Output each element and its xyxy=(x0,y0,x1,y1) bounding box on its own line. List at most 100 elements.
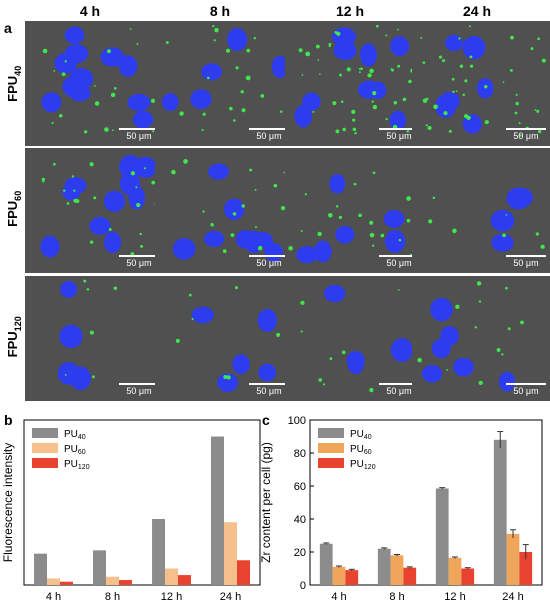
nucleus xyxy=(329,173,346,194)
fluorescent-spot xyxy=(89,240,94,244)
fluorescent-spot xyxy=(455,304,460,309)
fluorescent-spot xyxy=(165,41,169,44)
fluorescent-spot xyxy=(241,204,245,208)
fluorescent-spot xyxy=(427,125,432,130)
nucleus xyxy=(119,154,142,179)
micrograph-tile: 50 μm xyxy=(285,21,425,146)
scale-bar: 50 μm xyxy=(119,255,159,268)
fluorescent-spot xyxy=(51,121,54,125)
fluorescent-spot xyxy=(515,93,518,96)
fluorescent-spot xyxy=(397,64,401,68)
fluorescent-spot xyxy=(94,101,100,106)
fluorescent-spot xyxy=(222,249,227,254)
nucleus xyxy=(491,233,514,252)
scale-bar-label: 50 μm xyxy=(513,131,539,141)
bar xyxy=(177,575,191,585)
fluorescent-spot xyxy=(358,68,361,70)
fluorescent-spot xyxy=(59,114,63,118)
fluorescent-spot xyxy=(206,76,210,80)
y-tick-label: 100 xyxy=(288,415,306,427)
x-tick-label: 24 h xyxy=(220,591,241,603)
x-tick-label: 4 h xyxy=(46,591,61,603)
legend-swatch xyxy=(32,443,58,453)
fluorescent-spot xyxy=(246,48,251,53)
fluorescent-spot xyxy=(448,129,452,133)
fluorescent-spot xyxy=(300,230,303,232)
fluorescent-spot xyxy=(519,134,522,137)
fluorescent-spot xyxy=(230,233,235,238)
column-header-4h: 4 h xyxy=(79,3,101,19)
fluorescent-spot xyxy=(484,85,488,89)
fluorescent-spot xyxy=(179,111,184,116)
fluorescent-spot xyxy=(130,171,136,176)
fluorescent-spot xyxy=(317,231,322,237)
fluorescent-spot xyxy=(335,205,339,208)
fluorescent-spot xyxy=(510,35,514,40)
micrograph-tile: 50 μm xyxy=(155,148,295,273)
bar xyxy=(93,550,107,585)
micrograph-tile: 50 μm xyxy=(155,21,295,146)
fluorescent-spot xyxy=(432,196,436,200)
legend-swatch xyxy=(318,458,344,468)
fluorescent-spot xyxy=(254,188,257,191)
legend-label: PU120 xyxy=(350,459,376,471)
fluorescent-spot xyxy=(89,162,94,167)
fluorescent-spot xyxy=(322,383,326,386)
fluorescent-spot xyxy=(249,168,253,172)
nucleus xyxy=(258,363,277,382)
fluorescent-spot xyxy=(245,75,251,81)
y-tick-label: 0 xyxy=(300,580,306,592)
fluorescent-spot xyxy=(136,42,139,45)
fluorescent-spot xyxy=(113,87,117,90)
fluorescent-spot xyxy=(342,127,346,132)
fluorescent-spot xyxy=(232,212,237,216)
fluorescent-spot xyxy=(332,101,337,106)
fluorescent-spot xyxy=(371,100,374,103)
scale-bar: 50 μm xyxy=(506,128,546,141)
nucleus xyxy=(62,183,81,201)
fluorescent-spot xyxy=(183,159,188,164)
fluorescent-spot xyxy=(61,72,66,77)
nucleus xyxy=(357,80,382,99)
y-axis-label: Zr content per cell (pg) xyxy=(259,442,273,563)
fluorescent-spot xyxy=(369,68,374,74)
legend-label: PU60 xyxy=(350,444,372,456)
fluorescent-spot xyxy=(428,219,433,224)
nucleus xyxy=(127,93,151,112)
fluorescent-spot xyxy=(66,202,70,205)
fluorescent-spot xyxy=(151,180,156,185)
fluorescent-spot xyxy=(507,327,511,331)
nucleus xyxy=(335,225,355,244)
fluorescent-spot xyxy=(139,232,142,236)
fluorescent-spot xyxy=(341,350,346,355)
fluorescent-spot xyxy=(273,183,278,188)
y-tick-label: 40 xyxy=(294,514,306,526)
fluorescent-spot xyxy=(518,122,521,125)
micrograph-tile: 50 μm xyxy=(25,276,165,401)
fluorescent-spot xyxy=(304,193,307,196)
fluorescent-spot xyxy=(301,74,304,76)
nucleus xyxy=(60,280,78,298)
fluorescent-spot xyxy=(235,66,239,70)
nucleus xyxy=(390,36,410,57)
fluorescent-spot xyxy=(425,97,429,101)
fluorescent-spot xyxy=(315,44,320,49)
scale-bar: 50 μm xyxy=(249,255,289,268)
fluorescent-spot xyxy=(214,27,219,33)
fluorescent-spot xyxy=(462,93,466,97)
fluorescent-spot xyxy=(484,120,489,125)
fluorescent-spot xyxy=(398,289,400,291)
nucleus xyxy=(59,324,83,349)
nucleus xyxy=(323,284,346,303)
scale-bar-label: 50 μm xyxy=(513,258,539,268)
fluorescent-spot xyxy=(317,59,320,61)
fluorescent-spot xyxy=(402,97,407,102)
nucleus xyxy=(235,230,255,249)
nucleus xyxy=(118,55,138,77)
fluorescent-spot xyxy=(372,104,378,110)
fluorescent-spot xyxy=(417,357,422,363)
fluorescent-spot xyxy=(152,130,155,133)
fluorescent-spot xyxy=(300,300,305,305)
fluorescent-spot xyxy=(537,37,540,41)
bar xyxy=(236,560,250,585)
